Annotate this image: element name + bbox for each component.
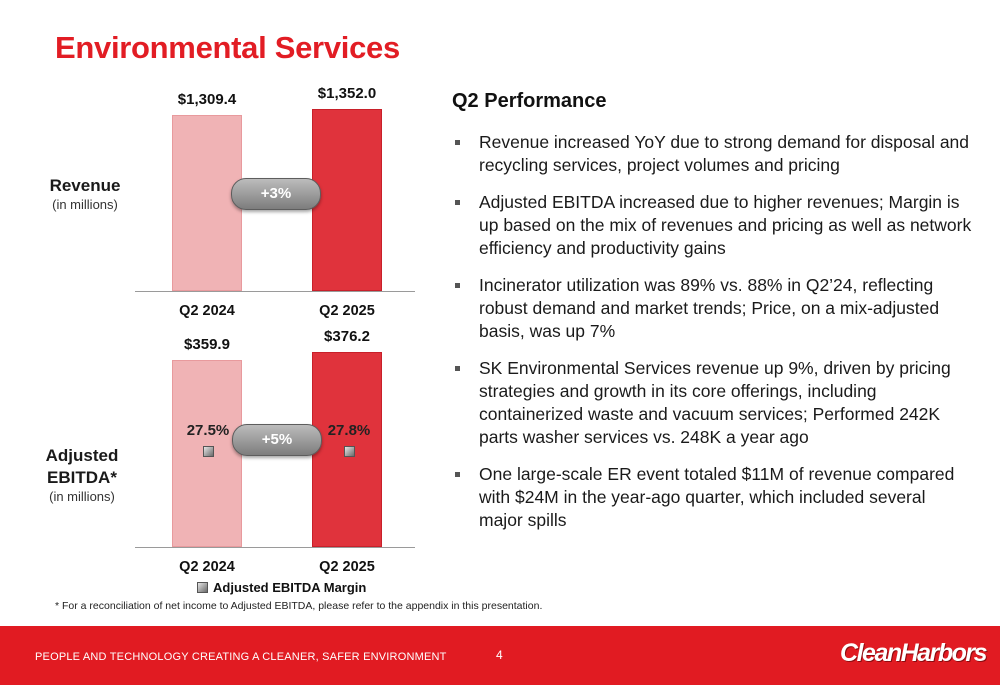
legend-label: Adjusted EBITDA Margin (213, 580, 367, 595)
revenue-units: (in millions) (52, 197, 118, 212)
revenue-category-q2-2025: Q2 2025 (319, 303, 375, 319)
ebitda-change-badge: +5% (232, 424, 322, 456)
footnote: * For a reconciliation of net income to … (55, 600, 543, 612)
ebitda-label-line2: EBITDA* (47, 468, 117, 487)
revenue-chart-baseline (135, 291, 415, 292)
ebitda-margin-marker-q2-2024 (203, 446, 214, 457)
bullet-item: Revenue increased YoY due to strong dema… (452, 131, 972, 177)
ebitda-category-q2-2025: Q2 2025 (319, 559, 375, 575)
bullet-square-icon (455, 200, 460, 205)
page-number: 4 (496, 648, 503, 662)
ebitda-margin-label-q2-2025: 27.8% (327, 422, 371, 439)
ebitda-category-q2-2024: Q2 2024 (179, 559, 235, 575)
ebitda-units: (in millions) (49, 489, 115, 504)
page-title: Environmental Services (55, 30, 400, 65)
footer-bar: PEOPLE AND TECHNOLOGY CREATING A CLEANER… (0, 626, 1000, 685)
ebitda-row-label: Adjusted EBITDA* (in millions) (17, 445, 147, 505)
revenue-row-label: Revenue (in millions) (20, 175, 150, 213)
ebitda-chart-baseline (135, 547, 415, 548)
bullet-text: One large-scale ER event totaled $11M of… (479, 464, 955, 530)
revenue-change-badge: +3% (231, 178, 321, 210)
bullet-square-icon (455, 366, 460, 371)
bullet-item: Adjusted EBITDA increased due to higher … (452, 191, 972, 260)
bullet-text: SK Environmental Services revenue up 9%,… (479, 358, 951, 447)
legend-marker-icon (197, 582, 208, 593)
chart-legend: Adjusted EBITDA Margin (197, 580, 366, 595)
revenue-chart: $1,309.4 $1,352.0 Q2 2024 Q2 2025 +3% (135, 85, 415, 330)
revenue-bar-q2-2024 (172, 114, 242, 291)
bullet-item: SK Environmental Services revenue up 9%,… (452, 357, 972, 449)
company-logo: CleanHarbors (840, 639, 987, 667)
bullet-square-icon (455, 283, 460, 288)
ebitda-value-label-q2-2025: $376.2 (324, 328, 370, 346)
bullet-square-icon (455, 472, 460, 477)
bullet-square-icon (455, 140, 460, 145)
performance-bullet-list: Revenue increased YoY due to strong dema… (452, 131, 972, 546)
ebitda-margin-marker-q2-2025 (344, 446, 355, 457)
ebitda-value-label-q2-2024: $359.9 (184, 336, 230, 354)
bullet-item: One large-scale ER event totaled $11M of… (452, 463, 972, 532)
revenue-bar-q2-2025 (312, 109, 382, 291)
revenue-label: Revenue (49, 176, 121, 195)
revenue-value-label-q2-2025: $1,352.0 (317, 85, 377, 102)
bullet-text: Incinerator utilization was 89% vs. 88% … (479, 275, 940, 341)
footer-tagline: PEOPLE AND TECHNOLOGY CREATING A CLEANER… (35, 651, 447, 663)
revenue-value-label-q2-2024: $1,309.4 (177, 90, 237, 108)
performance-heading: Q2 Performance (452, 90, 607, 112)
revenue-category-q2-2024: Q2 2024 (179, 303, 235, 319)
ebitda-chart: $359.9 $376.2 27.5% 27.8% Q2 2024 Q2 202… (135, 328, 415, 580)
bullet-text: Adjusted EBITDA increased due to higher … (479, 192, 972, 258)
bullet-item: Incinerator utilization was 89% vs. 88% … (452, 274, 972, 343)
ebitda-margin-label-q2-2024: 27.5% (186, 422, 230, 439)
ebitda-label-line1: Adjusted (45, 446, 119, 465)
bullet-text: Revenue increased YoY due to strong dema… (479, 132, 970, 175)
